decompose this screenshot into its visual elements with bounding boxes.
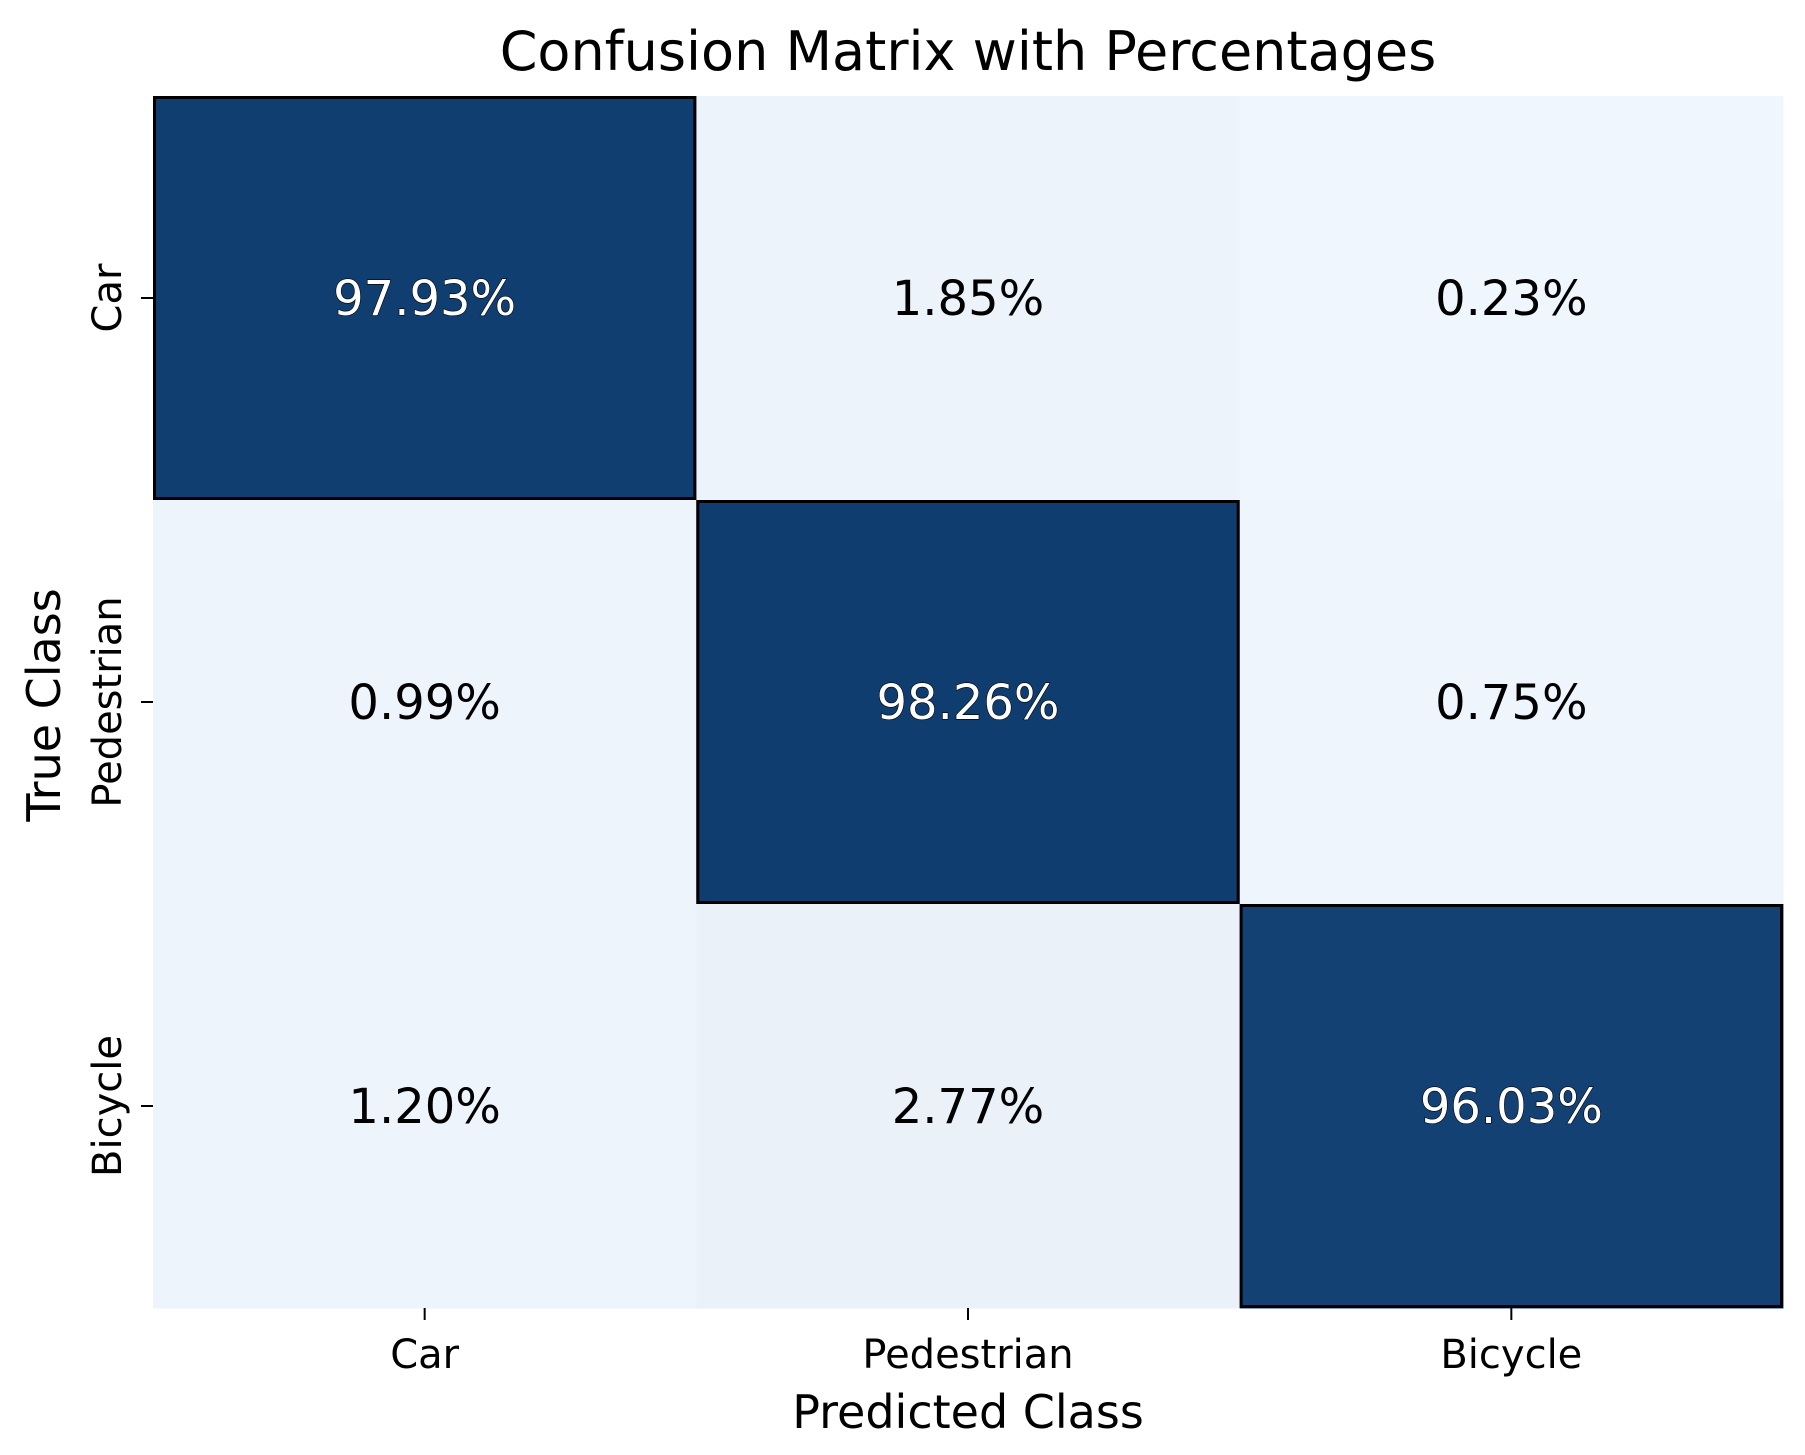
- cell-value-label: 96.03%: [1420, 1079, 1603, 1135]
- cell-border: [153, 96, 697, 500]
- heatmap-cell-bicycle-car: [153, 904, 697, 1309]
- cell-value-labels: 97.93% 1.85% 0.23% 0.99% 98.26% 0.75% 1.20% 2.7…: [333, 270, 1604, 1135]
- cell-value-label: 1.85%: [892, 271, 1044, 327]
- diagonal-cell-borders: [153, 96, 1783, 1308]
- heatmap-cell-pedestrian-bicycle: [1239, 500, 1784, 905]
- heatmap-cells: [153, 96, 1784, 1309]
- x-tick-label: Car: [390, 1332, 459, 1378]
- heatmap-cell-car-bicycle: [1239, 96, 1784, 501]
- heatmap-cell-bicycle-bicycle: [1239, 904, 1784, 1309]
- cell-border: [696, 500, 1240, 904]
- y-tick-label: Car: [85, 263, 131, 332]
- cell-value-label: 2.77%: [892, 1079, 1044, 1135]
- heatmap-cell-pedestrian-pedestrian: [696, 500, 1241, 905]
- x-tick-label: Pedestrian: [862, 1332, 1073, 1378]
- cell-value-label: 1.20%: [348, 1079, 500, 1135]
- heatmap-cell-bicycle-pedestrian: [696, 904, 1241, 1309]
- y-axis-ticks: Car Pedestrian Bicycle: [85, 263, 153, 1177]
- cell-border: [1239, 904, 1783, 1308]
- cell-value-label: 98.26%: [876, 675, 1059, 731]
- cell-value-label: 0.99%: [348, 675, 500, 731]
- cell-value-label: 0.23%: [1435, 271, 1587, 327]
- y-tick-label: Pedestrian: [85, 596, 131, 807]
- x-tick-label: Bicycle: [1440, 1332, 1582, 1378]
- y-tick-label: Bicycle: [85, 1035, 131, 1177]
- heatmap-cell-car-pedestrian: [696, 96, 1241, 501]
- cell-value-label: 0.75%: [1435, 675, 1587, 731]
- x-axis-label: Predicted Class: [792, 1385, 1144, 1439]
- y-axis-label: True Class: [17, 588, 71, 822]
- chart-title: Confusion Matrix with Percentages: [500, 20, 1437, 83]
- cell-value-label: 97.93%: [333, 271, 516, 327]
- heatmap-cell-car-car: [153, 96, 697, 501]
- heatmap-cell-pedestrian-car: [153, 500, 697, 905]
- x-axis-ticks: Car Pedestrian Bicycle: [390, 1308, 1582, 1378]
